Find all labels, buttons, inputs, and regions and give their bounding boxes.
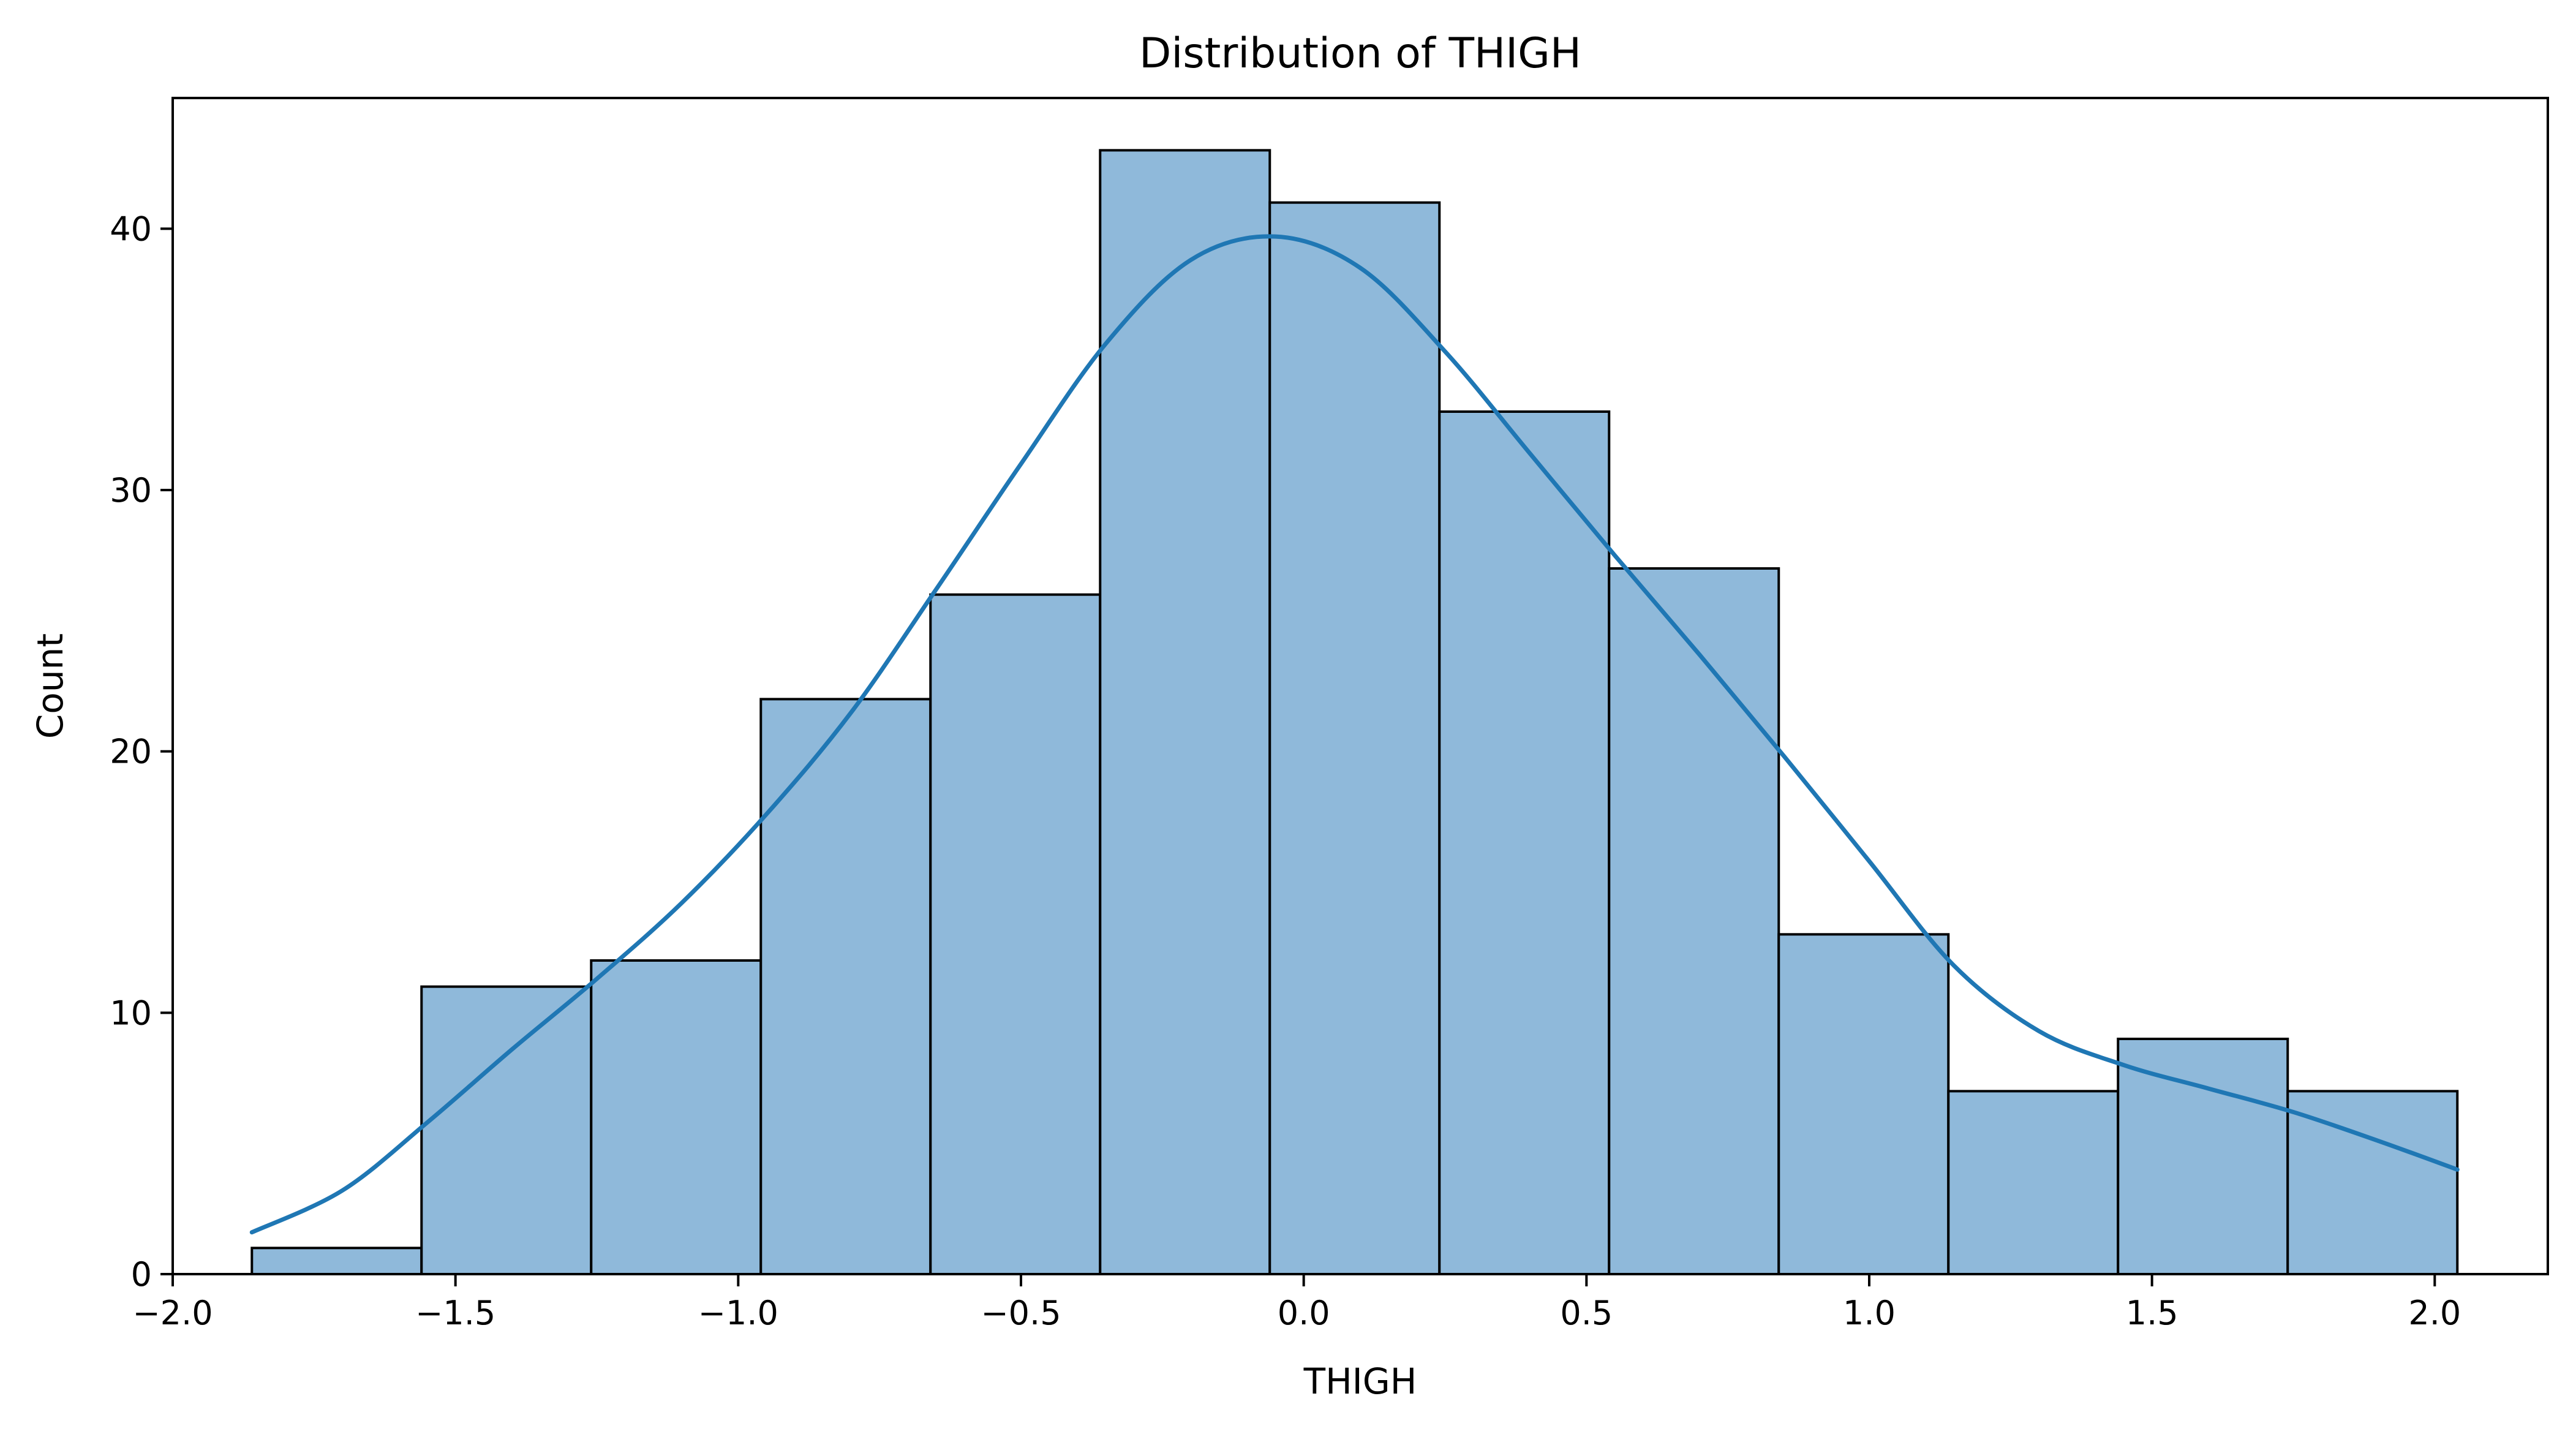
x-tick-label-5: 0.5 [1560, 1294, 1613, 1332]
x-tick-label-4: 0.0 [1278, 1294, 1330, 1332]
histogram-bar-4 [929, 593, 1102, 1276]
kde-curve [249, 234, 2460, 1235]
histogram-bar-0 [250, 1247, 423, 1276]
x-axis-ticks: −2.0 −1.5 −1.0 −0.5 0.0 0.5 1.0 1.5 2.0 [132, 1274, 2461, 1332]
y-axis-label: Count [29, 633, 71, 739]
y-tick-label-2: 20 [110, 733, 152, 771]
x-tick-label-2: −1.0 [698, 1294, 778, 1332]
x-tick-label-8: 2.0 [2408, 1294, 2461, 1332]
plot-area-frame [171, 97, 2549, 1275]
histogram-bar-12 [2286, 1090, 2459, 1276]
y-tick-label-1: 10 [110, 994, 152, 1032]
histogram-bar-1 [420, 985, 593, 1275]
x-tick-label-3: −0.5 [981, 1294, 1061, 1332]
x-tick-label-1: −1.5 [415, 1294, 495, 1332]
y-tick-label-0: 0 [131, 1255, 152, 1294]
histogram-bar-7 [1438, 410, 1611, 1275]
y-tick-label-4: 40 [110, 209, 152, 248]
histogram-bar-10 [1947, 1090, 2120, 1276]
x-axis-label: THIGH [1303, 1360, 1417, 1402]
y-tick-label-3: 30 [110, 471, 152, 510]
x-tick-label-6: 1.0 [1843, 1294, 1896, 1332]
histogram-bar-2 [590, 959, 763, 1275]
histogram-bar-3 [759, 698, 932, 1276]
histogram-bar-9 [1777, 933, 1950, 1276]
x-tick-label-7: 1.5 [2126, 1294, 2179, 1332]
histogram-bar-8 [1608, 567, 1780, 1275]
chart-title: Distribution of THIGH [1139, 29, 1581, 78]
x-tick-label-0: −2.0 [132, 1294, 213, 1332]
histogram-bar-11 [2117, 1038, 2289, 1275]
histogram-bar-6 [1268, 201, 1441, 1276]
histogram-bars [250, 149, 2459, 1276]
y-axis-ticks: 0 10 20 30 40 [110, 209, 173, 1294]
